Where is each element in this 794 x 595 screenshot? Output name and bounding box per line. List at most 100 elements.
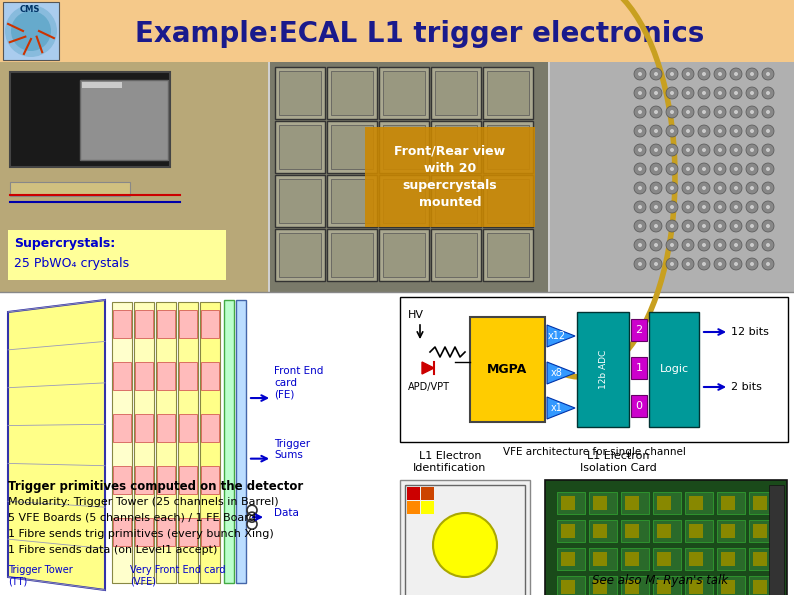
Circle shape bbox=[718, 129, 722, 133]
Text: VFE architecture for single channel: VFE architecture for single channel bbox=[503, 447, 685, 457]
Text: 1 Fibre sends data (on Level1 accept): 1 Fibre sends data (on Level1 accept) bbox=[8, 545, 218, 555]
Circle shape bbox=[730, 182, 742, 194]
Circle shape bbox=[750, 224, 754, 228]
Text: 2: 2 bbox=[635, 325, 642, 335]
Circle shape bbox=[702, 205, 706, 209]
Circle shape bbox=[682, 125, 694, 137]
Circle shape bbox=[734, 224, 738, 228]
Circle shape bbox=[634, 239, 646, 251]
Circle shape bbox=[718, 224, 722, 228]
Bar bbox=[625, 524, 639, 538]
Circle shape bbox=[682, 258, 694, 270]
Circle shape bbox=[762, 163, 774, 175]
Circle shape bbox=[750, 129, 754, 133]
Bar bbox=[407, 487, 420, 500]
Circle shape bbox=[762, 125, 774, 137]
Bar bbox=[0, 62, 268, 292]
Bar bbox=[201, 518, 219, 546]
Bar bbox=[557, 492, 585, 514]
Circle shape bbox=[698, 201, 710, 213]
Bar bbox=[557, 576, 585, 595]
Circle shape bbox=[762, 144, 774, 156]
Circle shape bbox=[714, 106, 726, 118]
Text: Modularity: Trigger Tower (25 channels in Barrel): Modularity: Trigger Tower (25 channels i… bbox=[8, 497, 279, 507]
Circle shape bbox=[730, 87, 742, 99]
Circle shape bbox=[746, 87, 758, 99]
Bar bbox=[653, 576, 681, 595]
Circle shape bbox=[734, 148, 738, 152]
Bar bbox=[279, 125, 321, 169]
Circle shape bbox=[750, 262, 754, 266]
Circle shape bbox=[746, 239, 758, 251]
Polygon shape bbox=[547, 325, 575, 347]
Bar bbox=[435, 71, 477, 115]
Circle shape bbox=[638, 205, 642, 209]
Circle shape bbox=[702, 148, 706, 152]
Circle shape bbox=[718, 148, 722, 152]
Circle shape bbox=[750, 91, 754, 95]
Bar bbox=[113, 362, 131, 390]
Bar bbox=[179, 414, 197, 442]
Circle shape bbox=[718, 205, 722, 209]
Bar bbox=[561, 524, 575, 538]
Circle shape bbox=[666, 220, 678, 232]
Bar bbox=[557, 520, 585, 542]
Bar bbox=[653, 548, 681, 570]
Text: 1 Fibre sends trig primitives (every bunch Xing): 1 Fibre sends trig primitives (every bun… bbox=[8, 529, 274, 539]
Bar bbox=[545, 480, 787, 595]
Bar bbox=[589, 492, 617, 514]
Circle shape bbox=[750, 110, 754, 114]
Circle shape bbox=[670, 167, 674, 171]
Circle shape bbox=[750, 243, 754, 247]
Circle shape bbox=[746, 258, 758, 270]
Circle shape bbox=[734, 262, 738, 266]
Bar bbox=[112, 302, 132, 583]
Circle shape bbox=[714, 201, 726, 213]
Circle shape bbox=[746, 201, 758, 213]
Bar bbox=[331, 125, 373, 169]
Circle shape bbox=[666, 163, 678, 175]
Bar bbox=[201, 414, 219, 442]
Circle shape bbox=[698, 68, 710, 80]
Text: 5 VFE Boards (5 channels each) / 1 FE Board: 5 VFE Boards (5 channels each) / 1 FE Bo… bbox=[8, 513, 256, 523]
Circle shape bbox=[638, 129, 642, 133]
Circle shape bbox=[734, 186, 738, 190]
Bar bbox=[431, 121, 481, 173]
Circle shape bbox=[766, 129, 770, 133]
Bar bbox=[435, 125, 477, 169]
Circle shape bbox=[702, 262, 706, 266]
Bar bbox=[631, 395, 647, 417]
Circle shape bbox=[766, 72, 770, 76]
Bar bbox=[625, 552, 639, 566]
Circle shape bbox=[670, 243, 674, 247]
Bar bbox=[621, 492, 649, 514]
Circle shape bbox=[670, 129, 674, 133]
Circle shape bbox=[433, 513, 497, 577]
Circle shape bbox=[682, 220, 694, 232]
Circle shape bbox=[686, 129, 690, 133]
Bar bbox=[179, 310, 197, 338]
Bar bbox=[753, 524, 767, 538]
Bar bbox=[577, 312, 629, 427]
Bar bbox=[157, 414, 175, 442]
Circle shape bbox=[766, 167, 770, 171]
Bar bbox=[487, 71, 529, 115]
Bar bbox=[721, 524, 735, 538]
Bar bbox=[749, 492, 777, 514]
Circle shape bbox=[746, 144, 758, 156]
Circle shape bbox=[698, 144, 710, 156]
Circle shape bbox=[650, 258, 662, 270]
Bar bbox=[270, 62, 548, 292]
Bar bbox=[279, 179, 321, 223]
Bar bbox=[685, 548, 713, 570]
Bar bbox=[279, 233, 321, 277]
Bar bbox=[689, 496, 703, 510]
Text: MGPA: MGPA bbox=[488, 363, 528, 376]
Bar bbox=[156, 302, 176, 583]
Text: Front/Rear view
with 20
supercrystals
mounted: Front/Rear view with 20 supercrystals mo… bbox=[395, 145, 506, 209]
Circle shape bbox=[766, 186, 770, 190]
Bar bbox=[593, 552, 607, 566]
Circle shape bbox=[666, 87, 678, 99]
Bar bbox=[135, 362, 153, 390]
Circle shape bbox=[686, 186, 690, 190]
